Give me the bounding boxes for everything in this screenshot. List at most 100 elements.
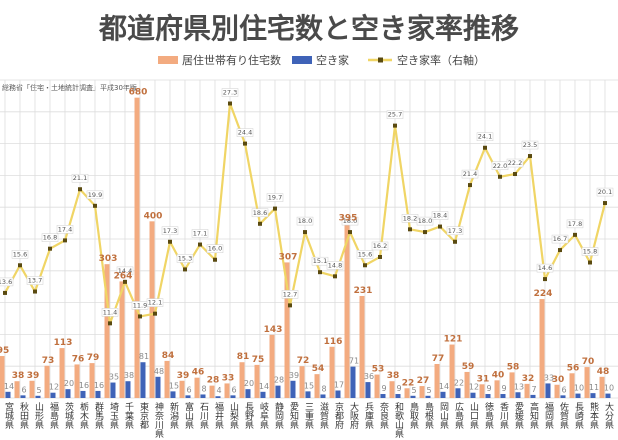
label-rate: 17.3 xyxy=(448,227,462,235)
label-houses: 38 xyxy=(387,371,400,381)
label-houses: 76 xyxy=(72,354,85,364)
category-label: 山梨県 xyxy=(228,402,239,430)
label-vacant: 12 xyxy=(49,383,59,392)
bar-houses xyxy=(254,364,260,398)
label-rate: 17.1 xyxy=(193,230,207,238)
category-label: 岐阜県 xyxy=(258,401,269,430)
category-label: 奈良県 xyxy=(378,401,389,430)
rate-point xyxy=(48,246,52,251)
category-label: 石川県 xyxy=(198,402,209,430)
label-vacant: 11 xyxy=(589,383,599,392)
bar-houses xyxy=(194,377,200,398)
label-vacant: 4 xyxy=(216,386,221,395)
label-houses: 48 xyxy=(597,367,610,377)
rate-label-box xyxy=(71,173,89,183)
bar-vacant xyxy=(140,362,146,398)
bar-houses xyxy=(14,381,20,398)
label-rate: 16.7 xyxy=(553,235,567,243)
bar-houses xyxy=(479,384,485,398)
category-label: 京都府 xyxy=(333,401,344,430)
bar-vacant xyxy=(65,389,71,398)
bar-vacant xyxy=(605,393,611,398)
label-houses: 33 xyxy=(222,373,235,383)
label-rate: 16.8 xyxy=(43,234,57,242)
legend-swatch-rate-marker xyxy=(378,57,383,63)
rate-label-box xyxy=(296,216,314,226)
label-vacant: 48 xyxy=(154,367,164,376)
bar-houses xyxy=(434,363,440,398)
label-vacant: 15 xyxy=(304,381,314,390)
category-label: 富山県 xyxy=(183,401,194,430)
rate-point xyxy=(258,221,262,226)
rate-label-box xyxy=(386,110,404,119)
label-houses: 72 xyxy=(297,356,310,366)
rate-point xyxy=(93,203,97,208)
legend-label-houses: 居住世帯有り住宅数 xyxy=(182,53,281,67)
category-label: 宮城県 xyxy=(3,401,14,430)
bar-vacant xyxy=(95,390,101,398)
label-rate: 14.6 xyxy=(538,264,552,272)
label-vacant: 16 xyxy=(94,381,104,390)
label-rate: 17.4 xyxy=(58,225,72,233)
rate-point xyxy=(33,289,37,294)
bar-houses xyxy=(314,374,320,398)
label-vacant: 6 xyxy=(231,385,236,394)
bar-houses xyxy=(164,360,170,398)
bar-houses xyxy=(374,374,380,398)
bar-vacant xyxy=(425,395,431,398)
label-houses: 95 xyxy=(0,346,9,356)
bar-houses xyxy=(239,362,245,398)
bar-vacant xyxy=(290,380,296,398)
bar-vacant xyxy=(155,376,161,398)
category-label: 新潟県 xyxy=(168,401,179,430)
bar-vacant xyxy=(395,394,401,398)
category-label: 福岡県 xyxy=(543,401,554,430)
bar-houses xyxy=(359,295,365,398)
rate-point xyxy=(198,242,202,247)
bar-houses xyxy=(0,356,5,398)
label-rate: 21.4 xyxy=(463,170,477,178)
category-label: 秋田県 xyxy=(18,401,29,430)
bar-houses xyxy=(389,381,395,398)
bar-vacant xyxy=(20,395,26,398)
bar-houses xyxy=(599,376,605,398)
rate-label-box xyxy=(26,276,44,285)
label-houses: 231 xyxy=(354,286,373,296)
label-houses: 113 xyxy=(54,338,73,348)
category-label: 長野県 xyxy=(243,402,254,430)
label-vacant: 7 xyxy=(531,385,536,394)
label-houses: 116 xyxy=(324,337,343,347)
bar-vacant xyxy=(245,389,251,398)
label-rate: 15.1 xyxy=(313,257,327,265)
label-vacant: 5 xyxy=(411,386,416,395)
label-vacant: 20 xyxy=(64,379,74,388)
rate-point xyxy=(138,314,142,319)
bar-vacant xyxy=(380,394,386,398)
rate-label-box xyxy=(506,158,524,168)
bar-houses xyxy=(524,383,530,398)
label-houses: 680 xyxy=(129,88,148,98)
rate-label-box xyxy=(596,187,614,197)
category-label: 千葉県 xyxy=(123,402,134,430)
bar-houses xyxy=(554,384,560,398)
bar-vacant xyxy=(200,394,206,398)
category-label: 福島県 xyxy=(48,401,59,430)
bar-vacant xyxy=(575,393,581,398)
label-rate: 13.7 xyxy=(28,277,42,285)
label-vacant: 14 xyxy=(4,382,14,391)
bar-vacant xyxy=(80,390,86,398)
bar-vacant xyxy=(500,394,506,398)
rate-label-box xyxy=(56,225,74,234)
rate-point xyxy=(573,232,577,237)
label-rate: 18.6 xyxy=(253,209,267,217)
label-vacant: 28 xyxy=(274,376,284,385)
source-note: 総務省「住宅・土地統計調査」平成30年版 xyxy=(2,83,137,92)
rate-point xyxy=(243,141,247,146)
bar-vacant xyxy=(410,395,416,398)
category-label: 高知県 xyxy=(528,401,539,430)
bar-vacant xyxy=(185,395,191,398)
label-vacant: 9 xyxy=(381,384,386,393)
category-label: 静岡県 xyxy=(273,401,284,430)
bar-houses xyxy=(179,380,185,398)
